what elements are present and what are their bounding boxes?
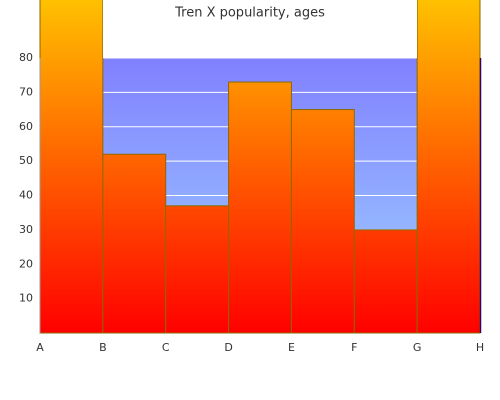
x-tick-label: A bbox=[36, 341, 44, 354]
y-tick-label: 60 bbox=[19, 120, 33, 133]
y-tick-label: 70 bbox=[19, 85, 33, 98]
step-area-segment bbox=[353, 229, 418, 334]
x-tick-label: C bbox=[162, 341, 170, 354]
step-area-segment bbox=[165, 205, 230, 334]
step-area-segment bbox=[102, 153, 167, 334]
step-area-segment bbox=[290, 109, 355, 334]
x-tick-label: E bbox=[288, 341, 295, 354]
step-area-segment bbox=[228, 81, 292, 334]
y-tick-label: 10 bbox=[19, 292, 33, 305]
y-tick-label: 20 bbox=[19, 257, 33, 270]
y-tick-label: 80 bbox=[19, 51, 33, 64]
x-tick-label: B bbox=[99, 341, 107, 354]
chart-title: Tren X popularity, ages bbox=[174, 6, 325, 21]
x-tick-label: D bbox=[224, 341, 232, 354]
x-tick-label: G bbox=[413, 341, 422, 354]
step-area-segment bbox=[416, 0, 481, 334]
x-tick-label: F bbox=[351, 341, 357, 354]
y-tick-label: 40 bbox=[19, 189, 33, 202]
y-tick-label: 50 bbox=[19, 154, 33, 167]
y-tick-label: 30 bbox=[19, 223, 33, 236]
x-tick-label: H bbox=[476, 341, 484, 354]
title-box bbox=[103, 0, 417, 58]
step-area-segment bbox=[39, 0, 104, 334]
